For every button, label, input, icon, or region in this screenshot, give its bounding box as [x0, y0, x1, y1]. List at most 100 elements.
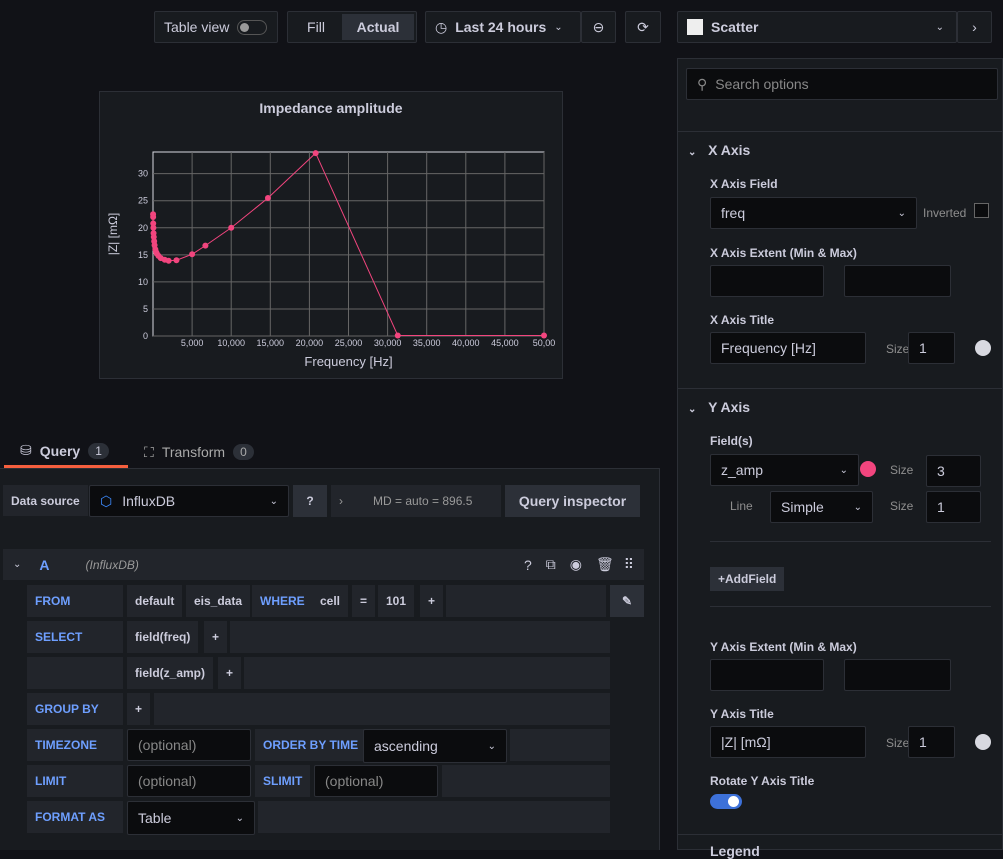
duplicate-icon[interactable]: ⧉: [545, 556, 556, 572]
y-axis-section[interactable]: ⌄ Y Axis: [688, 399, 751, 415]
toggle-switch[interactable]: [237, 19, 268, 35]
order-select[interactable]: ascending ⌄: [363, 729, 507, 763]
y-title-color-swatch[interactable]: [975, 734, 991, 750]
y-tick-label: 0: [143, 331, 148, 341]
chart-panel: Impedance amplitude: [99, 91, 563, 379]
x-min-input[interactable]: [710, 265, 824, 297]
size-label: Size: [890, 499, 914, 513]
data-point: [165, 257, 172, 264]
divider: [710, 541, 991, 542]
chevron-down-icon: ⌄: [839, 464, 848, 476]
tab-transform[interactable]: ⛶ Transform 0: [144, 436, 254, 468]
tab-query[interactable]: ⛁ Query 1: [4, 436, 128, 468]
x-tick-label: 35,000: [413, 338, 441, 348]
collapse-options-button[interactable]: ›: [957, 11, 992, 43]
drag-handle-icon[interactable]: ⠿: [623, 556, 634, 572]
x-tick-label: 20,000: [296, 338, 324, 348]
x-max-input[interactable]: [844, 265, 951, 297]
chevron-down-icon: ⌄: [935, 21, 944, 33]
panel-title: Impedance amplitude: [259, 100, 403, 116]
where-label: WHERE: [252, 585, 313, 617]
format-select[interactable]: Table ⌄: [127, 801, 255, 835]
fill-button[interactable]: Fill: [307, 19, 325, 35]
transform-icon: ⛶: [144, 443, 154, 460]
add-group-by-button[interactable]: +: [127, 693, 151, 725]
y-tick-label: 30: [138, 169, 148, 179]
x-axis-section[interactable]: ⌄ X Axis: [688, 142, 751, 158]
help-icon[interactable]: ?: [523, 556, 532, 573]
data-point: [394, 332, 401, 339]
query-row-header: ⌄ A (InfluxDB) ? ⧉ ◉ 🗑 ⠿: [3, 549, 644, 580]
edit-raw-button[interactable]: ✎: [610, 585, 644, 617]
format-as-label: FORMAT AS: [27, 801, 123, 833]
rotate-y-title-toggle[interactable]: [710, 794, 742, 809]
slimit-label: SLIMIT: [255, 765, 311, 797]
y-tick-label: 5: [143, 304, 148, 314]
query-options-toggle[interactable]: › MD = auto = 896.5: [331, 485, 501, 517]
table-view-toggle[interactable]: Table view: [154, 11, 278, 43]
row-filler: [27, 657, 123, 689]
actual-button[interactable]: Actual: [342, 14, 414, 40]
data-source-label: Data source: [3, 485, 88, 516]
y-tick-label: 10: [138, 277, 148, 287]
zoom-out-button[interactable]: ⊖: [581, 11, 616, 43]
x-axis-field-select[interactable]: freq ⌄: [710, 197, 917, 229]
add-select-button[interactable]: +: [204, 621, 228, 653]
y-title-size-input[interactable]: 1: [908, 726, 955, 758]
add-field-button[interactable]: +AddField: [710, 567, 785, 591]
field-z-amp[interactable]: field(z_amp): [127, 657, 214, 689]
eye-icon[interactable]: ◉: [569, 556, 582, 572]
x-axis-title: Frequency [Hz]: [304, 354, 392, 369]
trash-icon[interactable]: 🗑: [595, 556, 614, 572]
y-field-color-swatch[interactable]: [860, 461, 876, 477]
x-axis-title-input[interactable]: Frequency [Hz]: [710, 332, 866, 364]
line-size-input[interactable]: 1: [926, 491, 981, 523]
y-tick-label: 25: [138, 196, 148, 206]
where-value[interactable]: 101: [378, 585, 415, 617]
data-point: [173, 257, 180, 264]
x-title-color-swatch[interactable]: [975, 340, 991, 356]
visualization-picker[interactable]: Scatter ⌄: [677, 11, 957, 43]
limit-input[interactable]: (optional): [127, 765, 251, 797]
chevron-down-icon: ⌄: [853, 501, 862, 513]
data-point: [150, 220, 157, 227]
where-tag[interactable]: cell: [312, 585, 349, 617]
y-field-select[interactable]: z_amp ⌄: [710, 454, 859, 486]
slimit-input[interactable]: (optional): [314, 765, 438, 797]
add-where-button[interactable]: +: [420, 585, 444, 617]
refresh-button[interactable]: ⟳: [625, 11, 661, 43]
chevron-down-icon: ⌄: [235, 812, 244, 824]
limit-label: LIMIT: [27, 765, 123, 797]
add-select-button[interactable]: +: [218, 657, 242, 689]
x-axis-field-label: X Axis Field: [710, 177, 778, 191]
point-size-input[interactable]: 3: [926, 455, 981, 487]
measurement[interactable]: eis_data: [186, 585, 251, 617]
timezone-input[interactable]: (optional): [127, 729, 251, 761]
chevron-down-icon: ⌄: [487, 740, 496, 752]
line-style-select[interactable]: Simple ⌄: [770, 491, 873, 523]
y-max-input[interactable]: [844, 659, 951, 691]
y-axis-title-input[interactable]: |Z| [mΩ]: [710, 726, 866, 758]
query-inspector-button[interactable]: Query inspector: [505, 485, 640, 517]
clock-icon: ◷: [435, 18, 448, 35]
legend-section[interactable]: Legend: [710, 843, 760, 859]
data-source-picker[interactable]: ⬡ InfluxDB ⌄: [89, 485, 289, 517]
chevron-down-icon: ⌄: [269, 495, 278, 507]
where-operator[interactable]: =: [352, 585, 376, 617]
field-freq[interactable]: field(freq): [127, 621, 199, 653]
search-options-input[interactable]: ⚲ Search options: [686, 68, 998, 100]
row-filler: [230, 621, 610, 653]
y-min-input[interactable]: [710, 659, 824, 691]
collapse-icon[interactable]: ⌄: [13, 559, 22, 570]
scatter-chart: 5,000 10,000 15,000 20,000 25,000 30,000 35,00…: [106, 150, 555, 369]
x-tick-label: 10,000: [217, 338, 245, 348]
retention-policy[interactable]: default: [127, 585, 183, 617]
x-title-size-input[interactable]: 1: [908, 332, 955, 364]
inverted-checkbox[interactable]: [974, 203, 989, 218]
y-axis-title-label: Y Axis Title: [710, 707, 774, 721]
search-icon: ⚲: [697, 75, 708, 92]
time-picker[interactable]: ◷ Last 24 hours ⌄: [425, 11, 581, 43]
help-button[interactable]: ?: [293, 485, 327, 517]
rotate-y-title-label: Rotate Y Axis Title: [710, 774, 815, 788]
divider: [677, 834, 1003, 835]
